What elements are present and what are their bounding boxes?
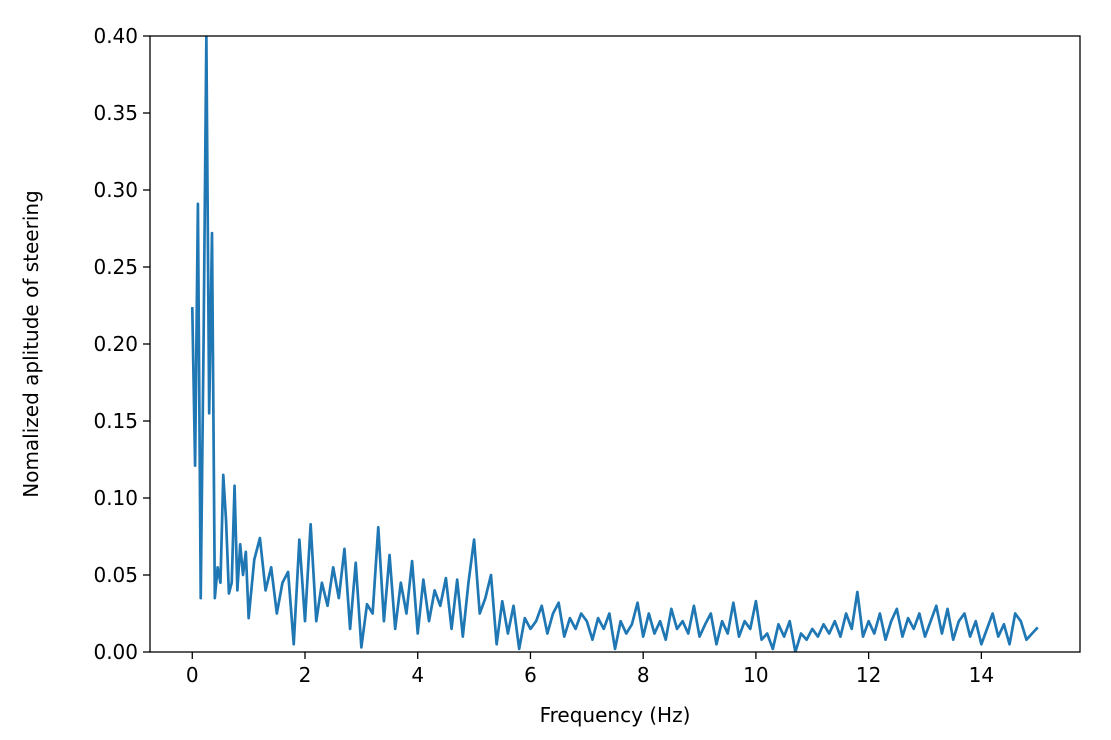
y-tick-label: 0.05	[93, 563, 138, 587]
y-tick-label: 0.40	[93, 24, 138, 48]
x-tick-label: 10	[743, 663, 768, 687]
x-tick-label: 12	[856, 663, 881, 687]
data-line	[190, 36, 1039, 652]
y-tick-label: 0.35	[93, 101, 138, 125]
y-axis-label: Nomalized aplitude of steering	[19, 190, 43, 498]
plot-frame	[149, 35, 1081, 653]
y-tick-label: 0.10	[93, 486, 138, 510]
x-axis-label: Frequency (Hz)	[540, 703, 691, 727]
y-tick-label: 0.15	[93, 409, 138, 433]
y-tick-label: 0.20	[93, 332, 138, 356]
x-tick-label: 0	[186, 663, 199, 687]
y-tick-label: 0.30	[93, 178, 138, 202]
y-tick-label: 0.25	[93, 255, 138, 279]
x-tick-label: 2	[299, 663, 312, 687]
x-tick-label: 8	[637, 663, 650, 687]
x-tick-label: 14	[969, 663, 994, 687]
y-tick-label: 0.00	[93, 640, 138, 664]
x-tick-label: 4	[411, 663, 424, 687]
x-tick-label: 6	[524, 663, 537, 687]
